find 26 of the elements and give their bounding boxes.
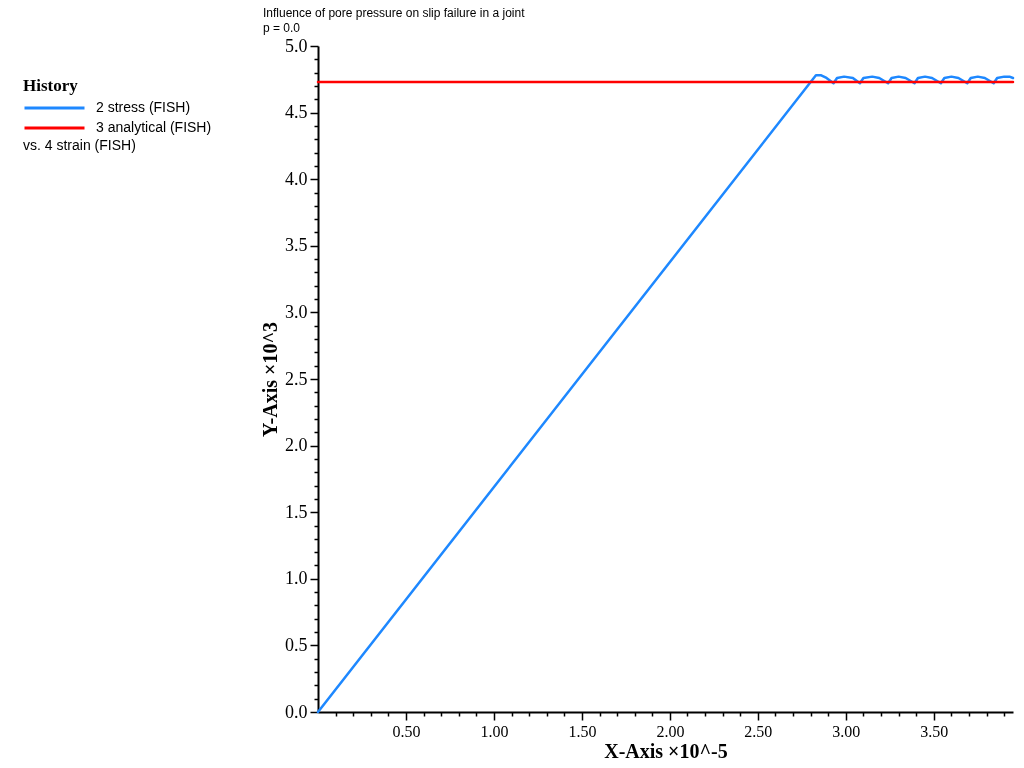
text: vs. 4 strain (FISH) [23, 137, 136, 153]
x-tick-label: 1.50 [568, 722, 597, 740]
x-tick-label: 3.00 [832, 722, 861, 740]
y-tick-label: 5.0 [285, 35, 308, 56]
legend-label: 3 analytical (FISH) [96, 119, 212, 135]
y-axis-title: Y-Axis ×10^3 [259, 321, 281, 438]
y-tick-label: 0.0 [285, 701, 308, 722]
chart-subtitle: p = 0.0 [263, 21, 301, 35]
y-tick-label: 2.0 [285, 435, 308, 456]
legend-label: 2 stress (FISH) [96, 99, 191, 115]
x-tick-label: 1.00 [480, 722, 509, 740]
y-tick-label: 2.5 [285, 368, 308, 389]
y-tick-label: 1.5 [285, 501, 308, 522]
y-tick-label: 4.0 [285, 168, 308, 189]
y-tick-label: 3.5 [285, 235, 308, 256]
y-tick-label: 1.0 [285, 568, 308, 589]
chart-title: Influence of pore pressure on slip failure in a joint [263, 6, 526, 20]
legend-title: History [23, 76, 79, 95]
x-tick-label: 0.50 [392, 722, 421, 740]
y-tick-label: 0.5 [285, 634, 308, 655]
y-tick-label: 4.5 [285, 102, 308, 123]
x-tick-label: 2.50 [744, 722, 773, 740]
y-tick-label: 3.0 [285, 301, 308, 322]
x-axis-title: X-Axis ×10^-5 [604, 739, 728, 762]
x-tick-label: 2.00 [656, 722, 685, 740]
x-tick-label: 3.50 [920, 722, 949, 740]
